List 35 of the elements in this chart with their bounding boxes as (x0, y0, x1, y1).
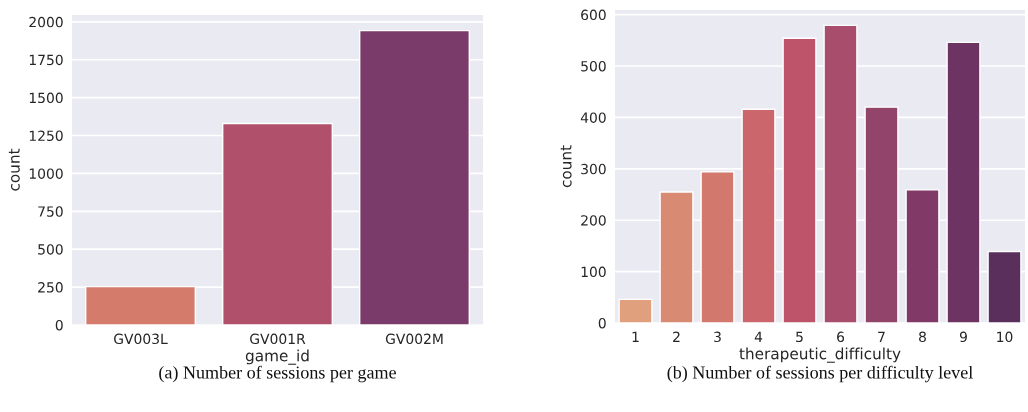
y-tick-label: 500 (38, 244, 63, 255)
y-axis-title: count (560, 145, 572, 188)
y-tick-label: 1000 (29, 168, 63, 179)
text: (a) Number of sessions per game (159, 365, 396, 383)
x-tick-label: 6 (837, 331, 845, 343)
x-tick-label: 4 (754, 331, 763, 342)
x-tick-label: GV002M (385, 333, 443, 345)
y-axis-title: count (8, 148, 20, 191)
y-tick-label: 400 (580, 112, 606, 123)
x-tick-label: 1 (632, 331, 639, 342)
x-tick-label: 9 (959, 331, 967, 343)
y-tick-label: 1250 (29, 130, 63, 141)
x-tick-label: GV001R (250, 333, 306, 345)
y-tick-label: 500 (581, 60, 606, 72)
y-tick-label: 0 (598, 317, 606, 329)
y-tick-label: 100 (581, 266, 606, 278)
y-tick-label: 1500 (29, 92, 63, 104)
y-tick-label: 750 (38, 206, 63, 217)
x-tick-label: 3 (714, 331, 721, 343)
x-tick-label: 5 (796, 331, 803, 343)
text: (b) Number of sessions per difficulty level (667, 365, 973, 383)
y-tick-label: 250 (38, 282, 63, 293)
x-tick-label: 8 (919, 331, 926, 343)
y-tick-label: 200 (581, 215, 606, 226)
x-axis-title: therapeutic_difficulty (739, 347, 901, 363)
x-tick-label: 7 (878, 331, 885, 342)
x-axis-title: game_id (245, 349, 309, 365)
x-tick-label: 10 (997, 331, 1013, 343)
y-tick-label: 600 (581, 9, 606, 21)
y-tick-label: 1750 (29, 54, 63, 66)
y-tick-label: 2000 (29, 16, 63, 28)
x-tick-label: 2 (673, 331, 680, 342)
y-tick-label: 0 (55, 319, 63, 331)
y-tick-label: 300 (581, 163, 606, 175)
x-tick-label: GV003L (114, 333, 168, 345)
